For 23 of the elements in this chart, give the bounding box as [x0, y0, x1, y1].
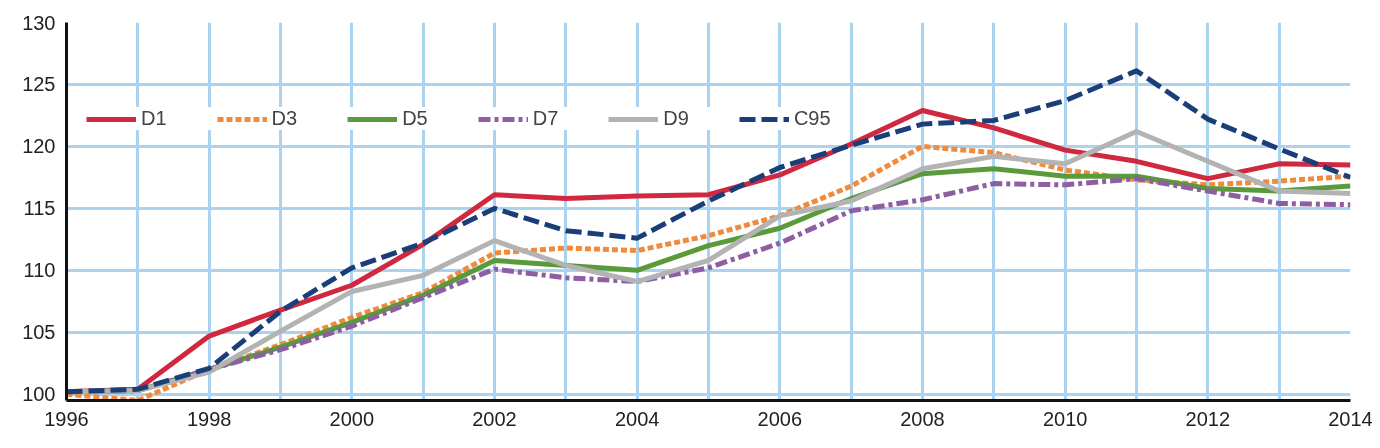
y-tick-label: 115: [23, 197, 56, 220]
legend-label: D3: [271, 107, 298, 130]
legend-label: D1: [141, 107, 167, 130]
y-tick-label: 125: [22, 73, 56, 96]
y-tick-label: 110: [23, 259, 56, 282]
legend-label: D9: [663, 107, 689, 130]
x-tick-label: 2010: [1042, 407, 1088, 430]
x-tick-label: 1996: [44, 407, 89, 430]
x-tick-label: 1998: [186, 407, 232, 430]
x-tick-label: 2004: [614, 407, 660, 430]
y-tick-label: 130: [22, 11, 56, 34]
legend-label: D7: [532, 107, 559, 130]
x-tick-label: 2002: [472, 407, 517, 430]
y-tick-label: 100: [22, 383, 56, 406]
legend-label: C95: [793, 107, 831, 130]
x-tick-label: 2006: [757, 407, 803, 430]
y-tick-label: 105: [22, 321, 56, 344]
y-tick-label: 120: [22, 135, 56, 158]
x-tick-label: 2012: [1185, 407, 1231, 430]
legend-label: D5: [402, 107, 428, 130]
x-tick-label: 2014: [1328, 407, 1373, 430]
x-tick-label: 2008: [900, 407, 945, 430]
x-tick-label: 2000: [329, 407, 375, 430]
